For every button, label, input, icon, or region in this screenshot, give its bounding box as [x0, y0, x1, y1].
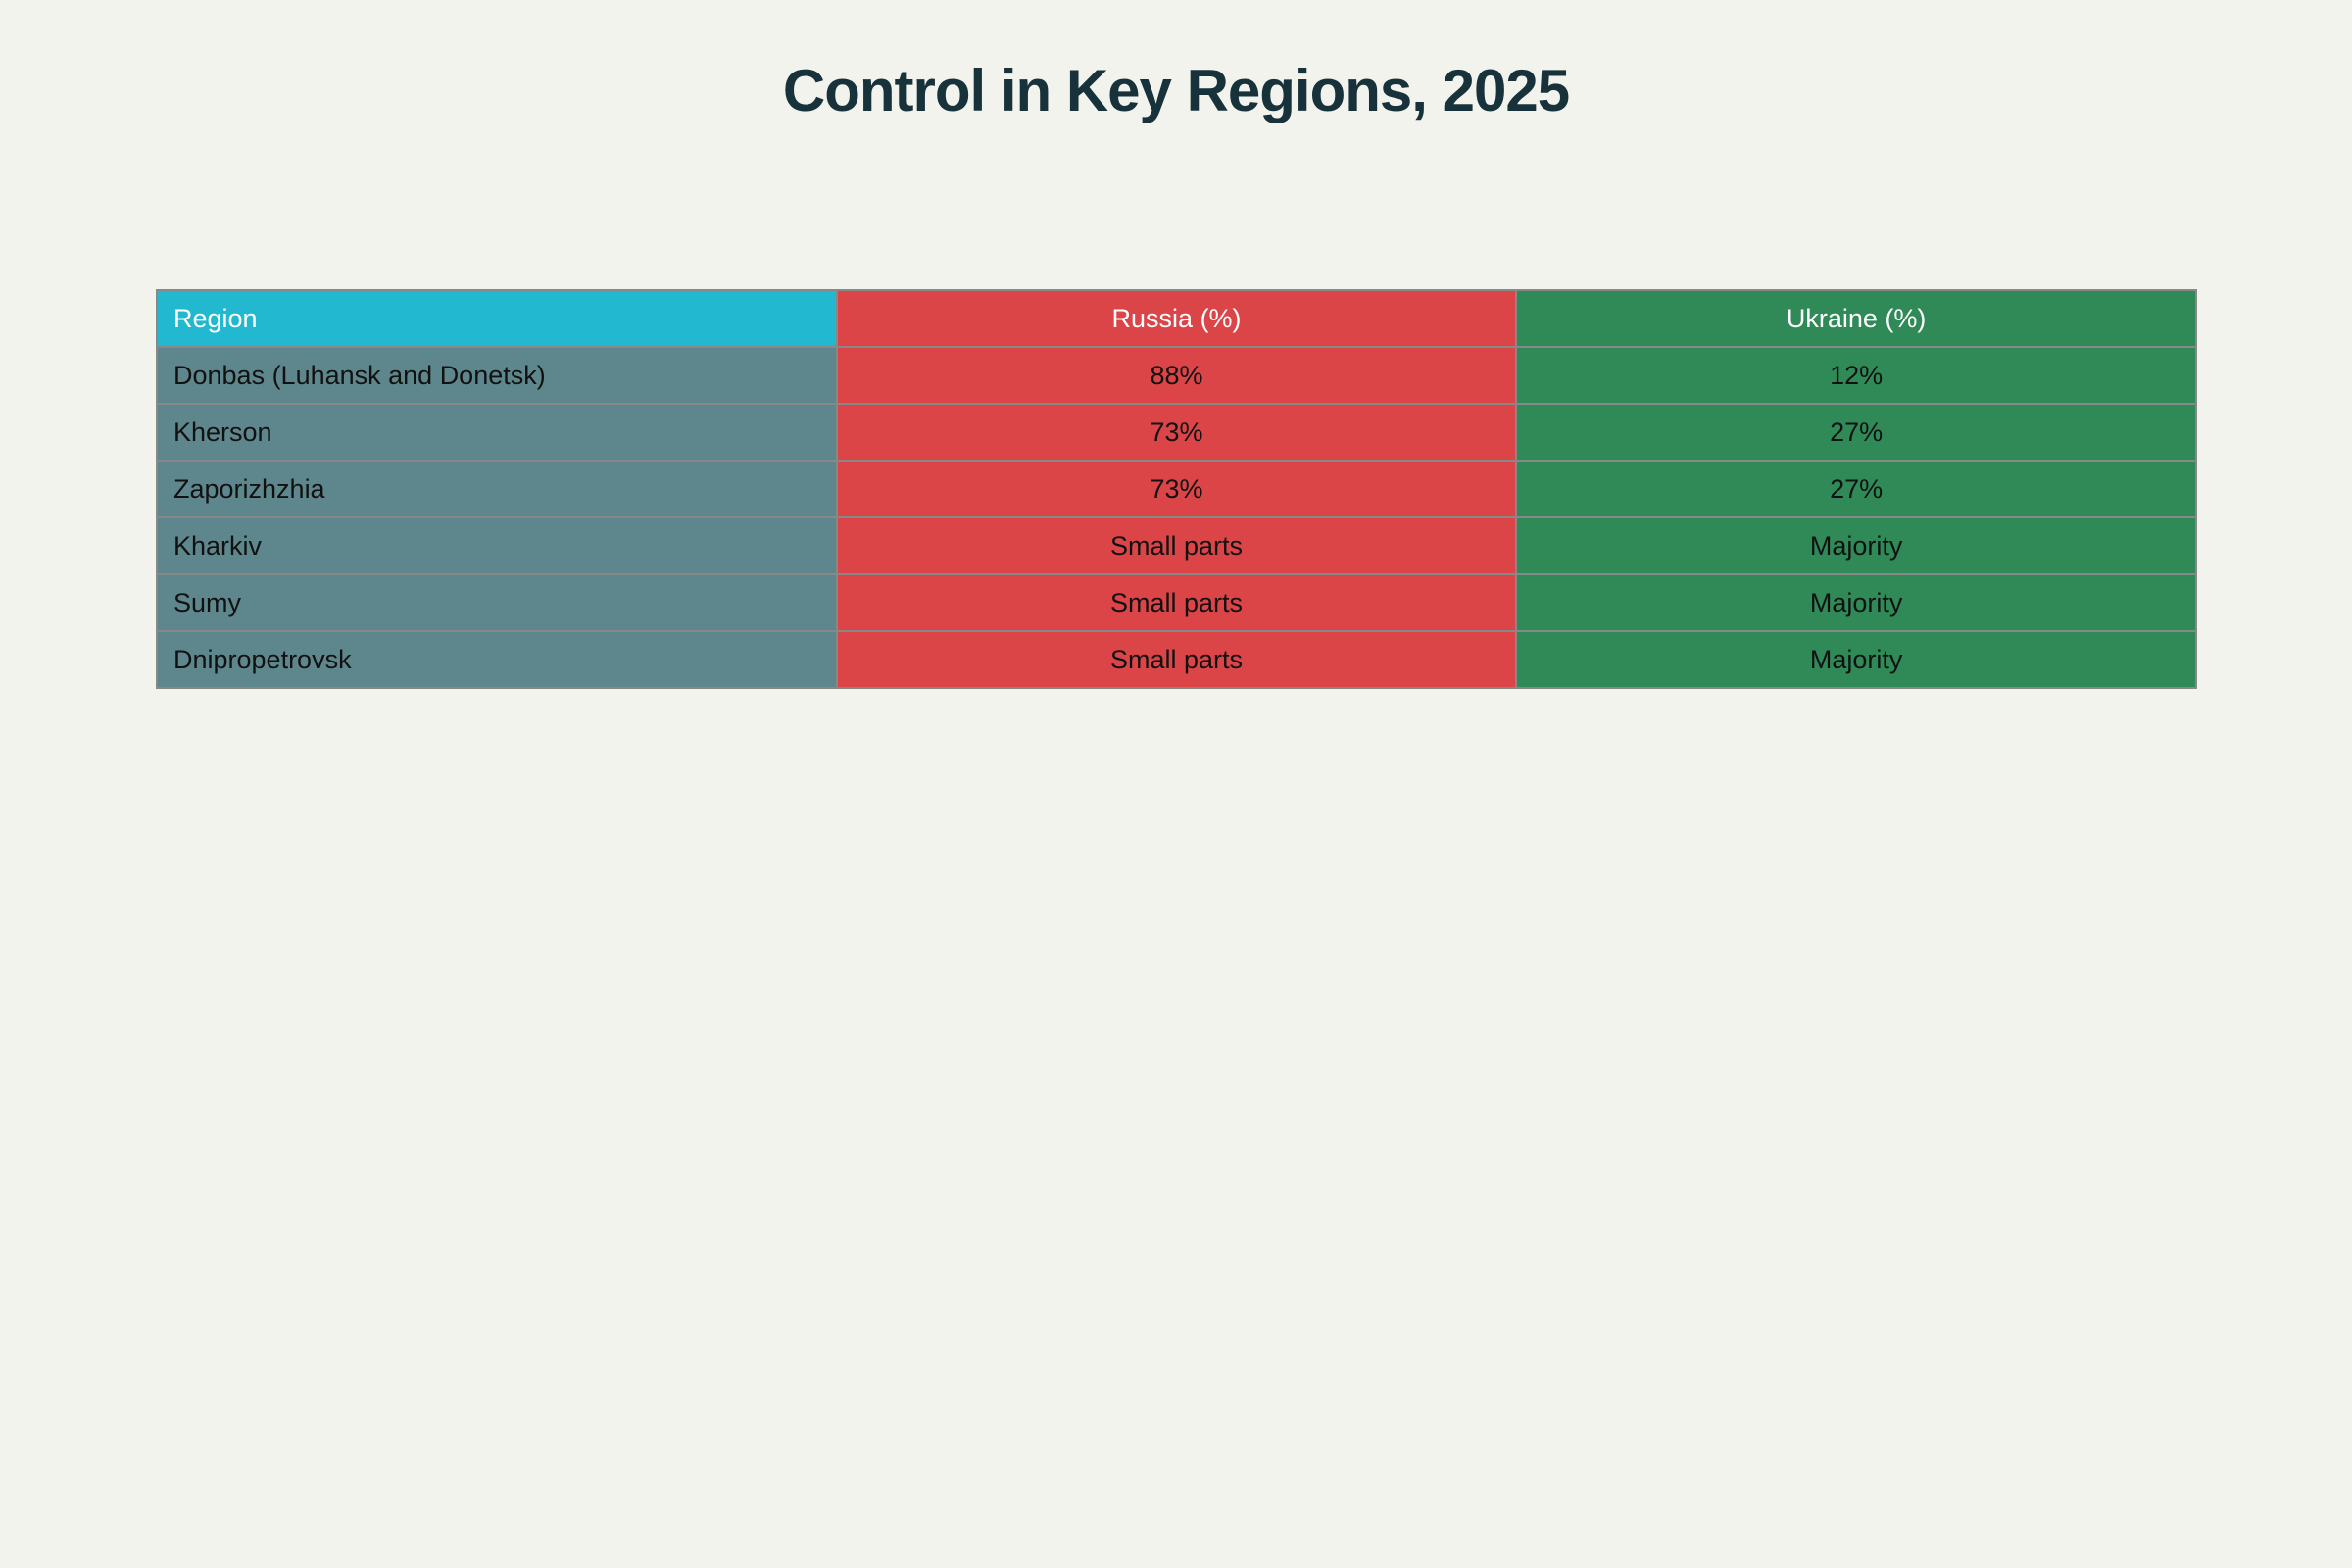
header-ukraine: Ukraine (%) — [1515, 289, 2197, 348]
cell-ukraine: Majority — [1515, 573, 2197, 632]
header-row: Region Russia (%) Ukraine (%) — [156, 289, 2197, 348]
cell-region: Kharkiv — [156, 516, 838, 575]
cell-region: Kherson — [156, 403, 838, 462]
cell-ukraine: Majority — [1515, 630, 2197, 689]
cell-russia: Small parts — [835, 630, 1518, 689]
cell-ukraine: 12% — [1515, 346, 2197, 405]
cell-region: Donbas (Luhansk and Donetsk) — [156, 346, 838, 405]
control-table: Region Russia (%) Ukraine (%) Donbas (Lu… — [156, 289, 2197, 689]
cell-region: Sumy — [156, 573, 838, 632]
cell-russia: 73% — [835, 460, 1518, 518]
header-region: Region — [156, 289, 838, 348]
table-body: Donbas (Luhansk and Donetsk) 88% 12% Kherso… — [156, 346, 2197, 689]
cell-russia: Small parts — [835, 516, 1518, 575]
cell-ukraine: 27% — [1515, 403, 2197, 462]
cell-ukraine: 27% — [1515, 460, 2197, 518]
data-table: Region Russia (%) Ukraine (%) Donbas (Lu… — [156, 289, 2197, 689]
cell-russia: Small parts — [835, 573, 1518, 632]
table-row: Dnipropetrovsk Small parts Majority — [156, 630, 2197, 689]
cell-ukraine: Majority — [1515, 516, 2197, 575]
table-row: Sumy Small parts Majority — [156, 573, 2197, 632]
header-russia: Russia (%) — [835, 289, 1518, 348]
table-row: Kharkiv Small parts Majority — [156, 516, 2197, 575]
cell-region: Zaporizhzhia — [156, 460, 838, 518]
chart-title: Control in Key Regions, 2025 — [782, 58, 1570, 123]
cell-russia: 73% — [835, 403, 1518, 462]
cell-russia: 88% — [835, 346, 1518, 405]
cell-region: Dnipropetrovsk — [156, 630, 838, 689]
table-row: Kherson 73% 27% — [156, 403, 2197, 462]
table-row: Zaporizhzhia 73% 27% — [156, 460, 2197, 518]
table-row: Donbas (Luhansk and Donetsk) 88% 12% — [156, 346, 2197, 405]
